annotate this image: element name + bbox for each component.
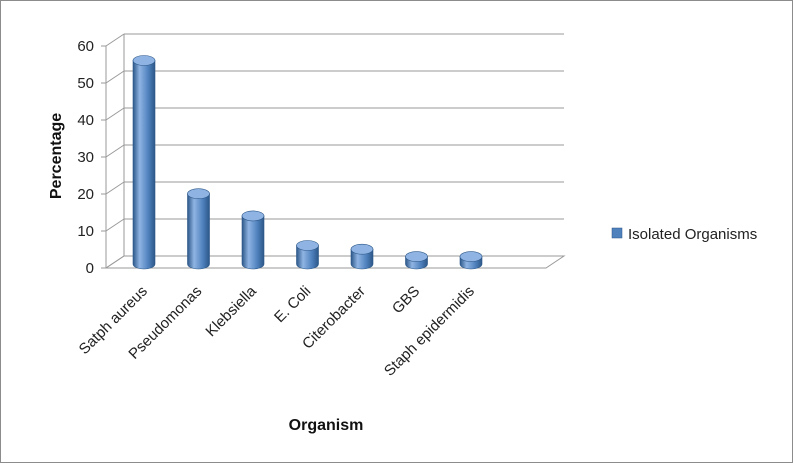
gridline-side <box>105 181 125 195</box>
bar <box>132 55 156 270</box>
bar-top <box>132 55 156 66</box>
bar <box>405 251 428 270</box>
x-axis-title: Organism <box>289 417 364 434</box>
gridlines <box>104 33 566 269</box>
y-tick-label: 50 <box>77 75 94 92</box>
bar-top <box>296 240 319 251</box>
bar-body <box>296 245 319 270</box>
y-tick-label: 60 <box>77 38 94 55</box>
bar-body <box>350 248 374 270</box>
gridline-side <box>105 107 125 121</box>
legend-label: Isolated Organisms <box>628 226 757 243</box>
bar <box>459 251 483 270</box>
x-tick-label: Klebsiella <box>202 282 260 340</box>
gridline-side <box>105 218 125 232</box>
y-tick-label: 10 <box>77 223 94 240</box>
bar <box>241 210 265 270</box>
bar-body <box>187 193 210 270</box>
legend-swatch <box>611 227 623 239</box>
bar <box>350 243 374 270</box>
bar-body <box>132 60 156 270</box>
y-axis-title: Percentage <box>48 113 65 199</box>
y-tick-label: 30 <box>77 149 94 166</box>
y-tick-label: 40 <box>77 112 94 129</box>
y-tick-label: 0 <box>86 260 94 277</box>
gridline-side <box>105 144 125 158</box>
bar-top <box>405 251 428 262</box>
bar-body <box>241 215 265 270</box>
bar <box>187 188 210 270</box>
legend: Isolated Organisms <box>611 226 757 243</box>
bar-top <box>187 188 210 199</box>
gridline-side <box>105 255 125 269</box>
bar <box>296 240 319 270</box>
bar-top <box>459 251 483 262</box>
y-axis-ticks: 0 10 20 30 40 50 60 <box>77 38 106 277</box>
x-tick-label: GBS <box>389 283 423 317</box>
x-tick-label: E. Coli <box>271 283 314 326</box>
bars <box>132 55 483 270</box>
gridline-side <box>105 70 125 84</box>
chart-floor <box>104 255 566 269</box>
y-tick-label: 20 <box>77 186 94 203</box>
bar-top <box>350 243 374 255</box>
gridline-side <box>105 33 125 47</box>
bar-top <box>241 210 265 222</box>
